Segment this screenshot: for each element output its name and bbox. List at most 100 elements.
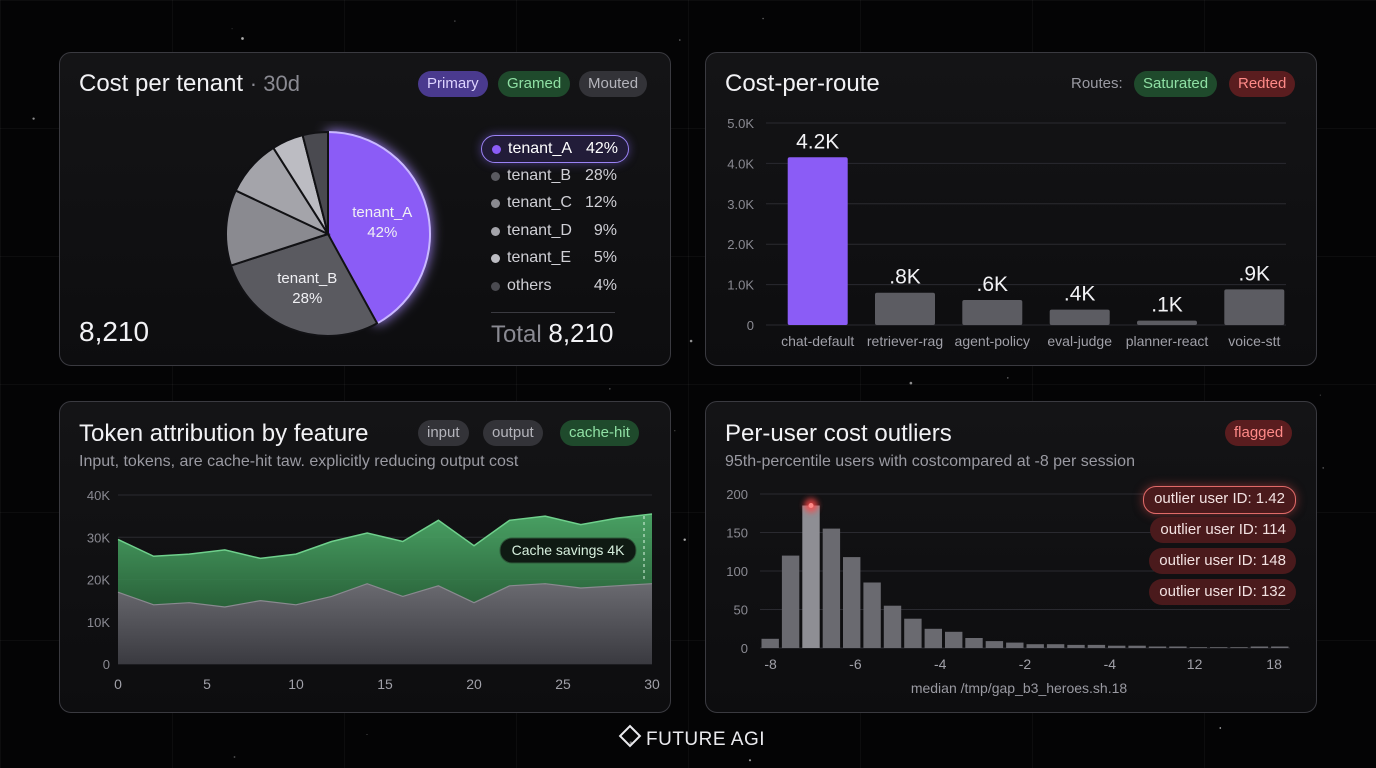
legend-dot <box>491 254 500 263</box>
bar-value-label: .6K <box>977 273 1009 296</box>
x-tick-label: -4 <box>1104 656 1117 672</box>
legend-name: others <box>507 276 552 294</box>
legend-dot <box>491 199 500 208</box>
chip-primary[interactable]: Primary <box>418 71 488 97</box>
pie-label-name: tenant_B <box>277 270 337 287</box>
pie-slice-tenant_B[interactable] <box>229 232 379 337</box>
flagged-badge[interactable]: flagged <box>1225 420 1293 446</box>
bar-agent-policy[interactable] <box>962 300 1023 325</box>
legend-pct: 28% <box>584 166 617 184</box>
x-tick-label: 0 <box>114 676 122 692</box>
x-tick-label: -2 <box>1019 656 1032 672</box>
star <box>231 28 233 30</box>
hist-bar[interactable] <box>1067 644 1085 648</box>
bar-value-label: .8K <box>889 266 921 289</box>
hist-bar[interactable] <box>1230 647 1248 648</box>
chip-cache-hit[interactable]: cache-hit <box>560 420 639 446</box>
hist-bar[interactable] <box>1250 646 1269 649</box>
hist-bar[interactable] <box>1210 647 1228 648</box>
hist-bar[interactable] <box>761 638 779 648</box>
bar-voice-stt[interactable] <box>1224 289 1285 325</box>
hist-bar[interactable] <box>883 605 902 648</box>
hist-bar[interactable] <box>1148 646 1167 649</box>
legend-name: tenant_C <box>507 194 572 211</box>
chip-mouted[interactable]: Mouted <box>579 71 648 97</box>
hist-bar[interactable] <box>1006 642 1024 648</box>
hist-bar[interactable] <box>802 505 820 649</box>
pie-label-name: tenant_A <box>352 204 412 221</box>
total-divider <box>491 312 615 313</box>
pie-slice-others[interactable] <box>301 130 329 235</box>
bar-retriever-rag[interactable] <box>875 292 935 325</box>
legend-name: tenant_D <box>507 221 572 239</box>
bar-chat-default[interactable] <box>787 157 848 325</box>
hist-bar[interactable] <box>781 555 800 648</box>
x-tick-label: eval-judge <box>1047 333 1112 349</box>
chip-input[interactable]: input <box>418 420 469 446</box>
hist-bar[interactable] <box>1087 644 1106 648</box>
cache-hit-area[interactable] <box>118 514 652 607</box>
hist-bar[interactable] <box>945 631 963 648</box>
bar-planner-react[interactable] <box>1137 320 1197 325</box>
x-tick-label: 18 <box>1266 656 1282 672</box>
legend-item-tenant_B[interactable]: tenant_B 28% <box>481 163 627 189</box>
hist-bar[interactable] <box>1169 646 1187 649</box>
hist-bar[interactable] <box>985 641 1004 648</box>
pie-slice-tenant_C[interactable] <box>225 189 331 267</box>
x-tick-label: 5 <box>203 676 211 692</box>
x-tick-label: -8 <box>764 656 777 672</box>
x-tick-label: agent-policy <box>955 333 1031 349</box>
x-tick-label: 10 <box>288 676 304 692</box>
input-area[interactable] <box>118 583 652 664</box>
legend-name: tenant_A <box>508 140 573 157</box>
legend-item-tenant_C[interactable]: tenant_C 12% <box>481 190 627 216</box>
chip-gramed[interactable]: Gramed <box>498 71 571 97</box>
hist-bar[interactable] <box>1128 645 1146 648</box>
x-tick-label: retriever-rag <box>867 333 943 349</box>
outlier-user-chip[interactable]: outlier user ID: 132 <box>1149 579 1296 605</box>
star <box>748 759 752 762</box>
legend-item-tenant_E[interactable]: tenant_E 5% <box>481 245 627 271</box>
hist-bar[interactable] <box>965 638 983 648</box>
star <box>32 117 35 120</box>
bar-eval-judge[interactable] <box>1049 309 1110 325</box>
cache-hit-line <box>117 513 653 560</box>
legend-pct: 5% <box>593 249 617 266</box>
legend-pct: 9% <box>593 221 617 239</box>
pie-label-pct: 42% <box>367 224 397 241</box>
outlier-user-chip[interactable]: outlier user ID: 148 <box>1149 548 1296 574</box>
y-tick-label: 10K <box>87 615 110 630</box>
route-bar-chart: 0 1.0K 2.0K 3.0K 4.0K 5.0K 4.2K chat-default .8K… <box>727 116 1286 349</box>
legend-item-others[interactable]: others 4% <box>481 273 627 299</box>
hist-bar[interactable] <box>843 557 861 648</box>
outlier-user-chip[interactable]: outlier user ID: 114 <box>1150 517 1296 543</box>
hist-bar[interactable] <box>1108 645 1126 648</box>
hist-bar[interactable] <box>904 618 922 648</box>
y-tick-label: 20K <box>87 573 110 588</box>
diamond-icon <box>618 724 642 748</box>
x-tick-label: chat-default <box>781 333 854 349</box>
hist-bar[interactable] <box>1271 646 1289 649</box>
legend-item-tenant_D[interactable]: tenant_D 9% <box>481 218 627 244</box>
legend-item-tenant_A[interactable]: tenant_A 42% <box>481 135 629 163</box>
outlier-user-chip[interactable]: outlier user ID: 1.42 <box>1143 486 1296 514</box>
card-title: Per-user cost outliers <box>725 420 952 447</box>
hist-bar[interactable] <box>1046 644 1065 648</box>
hist-bar[interactable] <box>822 528 841 648</box>
chip-redted[interactable]: Redted <box>1229 71 1296 97</box>
y-tick-label: 4.0K <box>727 156 754 171</box>
chip-saturated[interactable]: Saturated <box>1134 71 1218 97</box>
y-tick-label: 50 <box>734 603 748 618</box>
bar-value-label: 4.2K <box>796 130 839 153</box>
hist-bar[interactable] <box>924 628 942 649</box>
title-text: Cost per tenant <box>79 70 244 97</box>
hist-bar[interactable] <box>863 582 881 649</box>
chip-output[interactable]: output <box>483 420 543 446</box>
y-tick-label: 1.0K <box>727 278 754 293</box>
x-tick-label: 15 <box>377 676 393 692</box>
pie-label-pct: 28% <box>292 290 322 307</box>
hist-bar[interactable] <box>1026 644 1044 648</box>
pie-slice-tenant_A[interactable] <box>327 130 431 325</box>
hist-bar[interactable] <box>1189 647 1207 648</box>
y-tick-label: 30K <box>87 530 110 545</box>
